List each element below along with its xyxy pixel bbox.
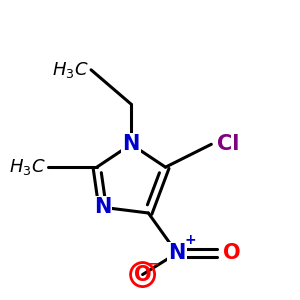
- Text: +: +: [184, 233, 196, 247]
- Text: O: O: [223, 243, 240, 263]
- Text: −: −: [148, 257, 159, 271]
- Text: N: N: [122, 134, 140, 154]
- Text: N: N: [168, 243, 186, 263]
- Text: Cl: Cl: [217, 134, 239, 154]
- Text: N: N: [94, 197, 111, 217]
- Text: O: O: [134, 265, 152, 285]
- Text: H: H: [28, 157, 45, 177]
- Text: $H_3C$: $H_3C$: [9, 157, 45, 177]
- Text: $H_3C$: $H_3C$: [52, 60, 88, 80]
